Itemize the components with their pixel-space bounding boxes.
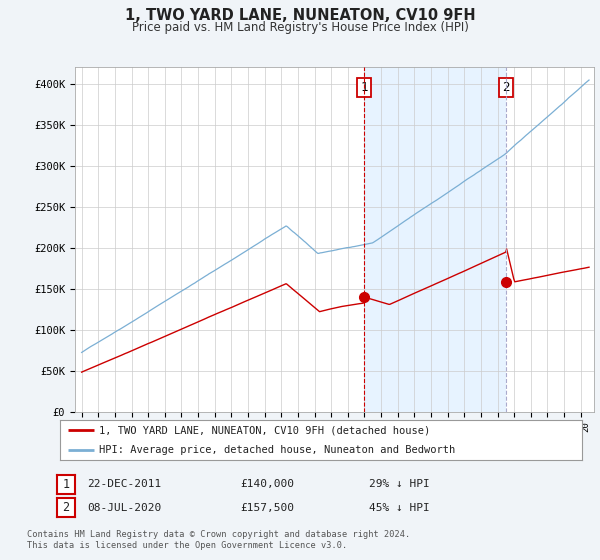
Text: HPI: Average price, detached house, Nuneaton and Bedworth: HPI: Average price, detached house, Nune… <box>99 445 455 455</box>
Text: Price paid vs. HM Land Registry's House Price Index (HPI): Price paid vs. HM Land Registry's House … <box>131 21 469 34</box>
Text: 08-JUL-2020: 08-JUL-2020 <box>87 503 161 513</box>
Text: 1: 1 <box>62 478 70 491</box>
Text: 22-DEC-2011: 22-DEC-2011 <box>87 479 161 489</box>
Text: 1, TWO YARD LANE, NUNEATON, CV10 9FH: 1, TWO YARD LANE, NUNEATON, CV10 9FH <box>125 8 475 24</box>
Bar <box>364 67 506 412</box>
Text: 2: 2 <box>502 81 510 94</box>
Text: £140,000: £140,000 <box>240 479 294 489</box>
Text: Contains HM Land Registry data © Crown copyright and database right 2024.
This d: Contains HM Land Registry data © Crown c… <box>27 530 410 550</box>
Text: £157,500: £157,500 <box>240 503 294 513</box>
Text: 2: 2 <box>62 501 70 515</box>
Text: 29% ↓ HPI: 29% ↓ HPI <box>369 479 430 489</box>
Text: 1, TWO YARD LANE, NUNEATON, CV10 9FH (detached house): 1, TWO YARD LANE, NUNEATON, CV10 9FH (de… <box>99 425 430 435</box>
Text: 45% ↓ HPI: 45% ↓ HPI <box>369 503 430 513</box>
Text: 1: 1 <box>360 81 368 94</box>
